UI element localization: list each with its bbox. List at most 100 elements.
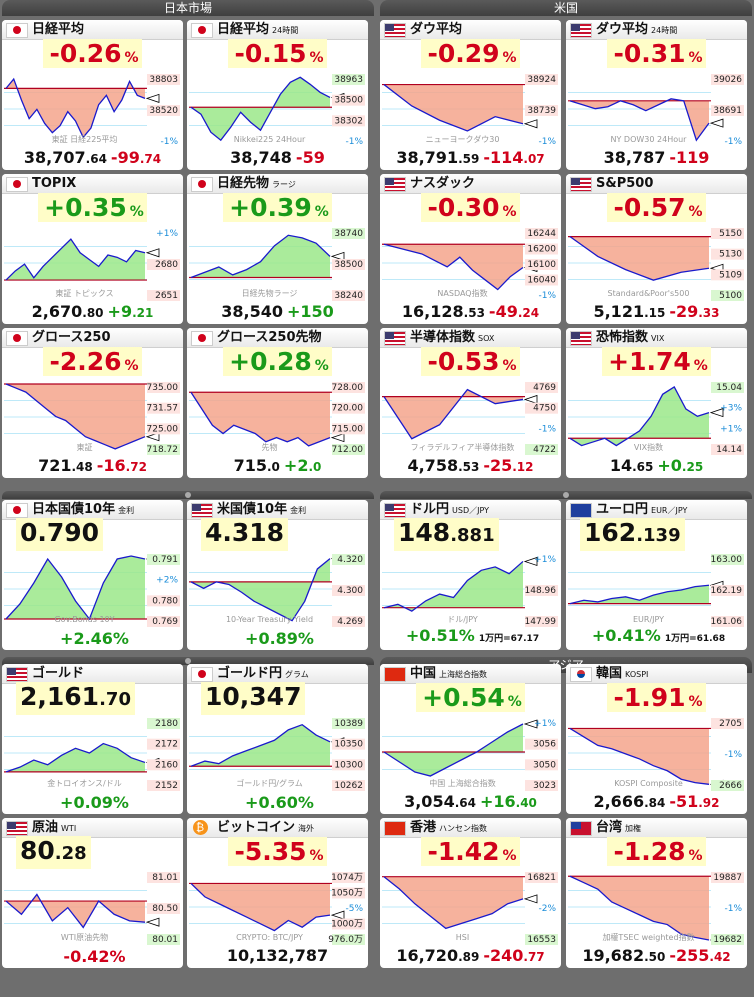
price-line	[190, 882, 331, 932]
tile-sp500[interactable]: S&P500 -0.57% Standard&Poor's500 5150 5130 51…	[566, 174, 747, 324]
tile-name-text: TOPIX	[32, 176, 77, 191]
price-line	[5, 742, 146, 773]
axis-tick-label: 1000万	[331, 920, 363, 930]
axis-label-bg	[711, 228, 744, 239]
price-int: 4,758	[407, 456, 459, 475]
diff-int: -255	[669, 946, 710, 965]
tile-name: 日経先物 ラージ	[217, 175, 296, 193]
axis-label-bg	[711, 290, 744, 301]
chart-svg: ニューヨークダウ30 38924 38739 -1%	[382, 74, 558, 147]
tile-taiwan[interactable]: 台湾 加権 -1.28% 加權TSEC weighted指數 19887 -1% 19682…	[566, 818, 747, 968]
tile-name: グロース250	[32, 329, 111, 346]
btc-flag-icon	[193, 820, 208, 835]
price-line	[569, 98, 710, 142]
tile-eurjpy[interactable]: ユーロ円 EUR／JPY 162.139 EUR/JPY 163.00 162.19 161…	[566, 500, 747, 650]
chart-watermark: ドル/JPY	[447, 615, 478, 624]
chart-svg: 日経先物ラージ 38740 38500 38240	[189, 228, 365, 301]
price-footer: 14.65 +0.25	[566, 456, 747, 477]
axis-tick-label: 718.72	[147, 445, 179, 455]
tile-nkfut[interactable]: 日経先物 ラージ +0.39% 日経先物ラージ 38740 38500 38240 38,54…	[187, 174, 368, 324]
tile-titlebar: ゴールド円 グラム	[187, 664, 368, 684]
us-flag-icon	[570, 23, 592, 38]
section-divider	[2, 491, 374, 499]
price-int: 5,121	[593, 302, 645, 321]
tile-dow24[interactable]: ダウ平均 24時間 -0.31% NY DOW30 24Hour 39026 38691-…	[566, 20, 747, 170]
jp-flag-icon	[191, 177, 213, 192]
axis-tick-label: 1074万	[331, 873, 363, 883]
jp-flag-icon	[6, 23, 28, 38]
tile-hangseng[interactable]: 香港 ハンセン指数 -1.42% HSI 16821 -2% 16553 16,720.89-…	[380, 818, 561, 968]
price-footer: 5,121.15 -29.33	[566, 302, 747, 323]
tile-growth[interactable]: グロース250 -2.26% 東証 735.00 731.57 725.00 718.72 7…	[2, 328, 183, 478]
change-area	[191, 883, 330, 931]
drag-handle-icon[interactable]	[185, 658, 191, 664]
tile-ust10[interactable]: 米国債10年 金利 4.318 10-Year Treasury Yield 4.320…	[187, 500, 368, 650]
axis-label-bg	[525, 616, 558, 627]
diff-int: +0	[657, 456, 682, 475]
axis-tick-label: -1%	[724, 137, 742, 147]
tile-vix[interactable]: 恐怖指数 VIX +1.74% VIX指数 15.04 +3% +1% 14.14 14.65 +…	[566, 328, 747, 478]
axis-label-bg	[525, 738, 558, 750]
diff-dec: .74	[139, 152, 162, 166]
axis-label-bg	[332, 759, 365, 771]
drag-handle-icon[interactable]	[563, 492, 569, 498]
tile-nasdaq[interactable]: ナスダック -0.30% NASDAQ指数 16244 16200 16100 16040 -…	[380, 174, 561, 324]
axis-tick-label: 163.00	[711, 555, 743, 565]
axis-label-bg	[332, 738, 365, 750]
change-value: +1.74	[605, 347, 694, 376]
tile-name-text: ダウ平均	[596, 22, 649, 37]
change-value: -0.26	[46, 39, 125, 68]
price-line	[190, 391, 331, 447]
price-line	[569, 875, 710, 941]
axis-tick-label: 38240	[334, 291, 363, 301]
tile-nikkei[interactable]: 日経平均 -0.26% 東証 日経225平均 38803 38520 -1% 38,707.…	[2, 20, 183, 170]
drag-handle-icon[interactable]	[185, 492, 191, 498]
tile-kospi[interactable]: 韓国 KOSPI -1.91% KOSPI Composite 2705 -1% 2666 2…	[566, 664, 747, 814]
tile-gold[interactable]: ゴールド 2,161.70 金トロイオンス/ドル 2180 2172 2160 2152 +0…	[2, 664, 183, 814]
mini-chart: Standard&Poor's500 5150 5130 5109 5100	[568, 224, 745, 302]
mini-chart: フィラデルフィア半導体指数 4769 4750 -1% 4722	[382, 378, 559, 456]
tile-goldjpy[interactable]: ゴールド円 グラム 10,347 ゴールド円/グラム 10389 10350 10300 10…	[187, 664, 368, 814]
tile-nikkei24[interactable]: 日経平均 24時間 -0.15% Nikkei225 24Hour 38963 38500…	[187, 20, 368, 170]
tile-shanghai[interactable]: 中国 上海総合指数 +0.54% 中国 上海総合指数 +1% 3056 3050 3023 3,…	[380, 664, 561, 814]
chart-svg: WTI原油先物 81.01 80.50 80.01	[4, 872, 180, 945]
current-value: 80.28	[16, 836, 91, 869]
change-percent: -0.29%	[380, 39, 561, 69]
axis-tick-label: 38963	[334, 75, 363, 85]
axis-tick-label: 16821	[527, 873, 556, 883]
tile-subtitle: USD／JPY	[452, 506, 490, 515]
axis-tick-label: 728.00	[332, 383, 364, 393]
tile-dow[interactable]: ダウ平均 -0.29% ニューヨークダウ30 38924 38739 -1% 38,791.…	[380, 20, 561, 170]
tile-usdjpy[interactable]: ドル円 USD／JPY 148.881 ドル/JPY +1% 148.96 147.99 +0…	[380, 500, 561, 650]
axis-tick-label: 16200	[527, 245, 556, 255]
chart-watermark: 東証 トピックス	[55, 288, 113, 298]
current-marker-icon	[330, 251, 345, 261]
percent-sign: %	[309, 848, 324, 864]
tile-topix[interactable]: TOPIX +0.35% 東証 トピックス +1% 2680 2651 2,670.80 +9…	[2, 174, 183, 324]
tile-subtitle: KOSPI	[625, 670, 649, 679]
price-int: 38,540	[221, 302, 283, 321]
axis-tick-label: 38803	[149, 75, 178, 85]
axis-tick-label: 10300	[334, 760, 363, 770]
price-line	[5, 238, 146, 281]
axis-tick-label: 2651	[155, 291, 178, 301]
diff-dec: .07	[523, 152, 545, 166]
price-dec: .0	[267, 460, 280, 474]
tile-growthfut[interactable]: グロース250先物 +0.28% 先物 728.00 720.00 715.00 712.0…	[187, 328, 368, 478]
axis-label-bg	[332, 887, 365, 899]
change-percent: -0.31%	[566, 39, 747, 69]
tile-sox[interactable]: 半導体指数 SOX -0.53% フィラデルフィア半導体指数 4769 4750 -1% 47…	[380, 328, 561, 478]
chart-watermark: Gov.Bonds 10Y	[54, 615, 114, 624]
percent-sign: %	[109, 947, 126, 966]
chart-svg: 加權TSEC weighted指數 19887 -1% 19682	[568, 872, 744, 945]
change-value: +0.41	[591, 626, 645, 645]
price-diff: -59	[296, 148, 325, 167]
tile-wti[interactable]: 原油 WTI 80.28 WTI原油先物 81.01 80.50 80.01 -0.42%	[2, 818, 183, 968]
tile-titlebar: ナスダック	[380, 174, 561, 194]
chart-watermark: 東証	[77, 442, 93, 452]
tile-jgb10[interactable]: 日本国債10年 金利 0.790 Gov.Bonds 10Y 0.791 +2% 0.780…	[2, 500, 183, 650]
change-area	[6, 556, 145, 619]
value-int: 162	[584, 518, 637, 547]
axis-tick-label: 38691	[713, 106, 742, 116]
